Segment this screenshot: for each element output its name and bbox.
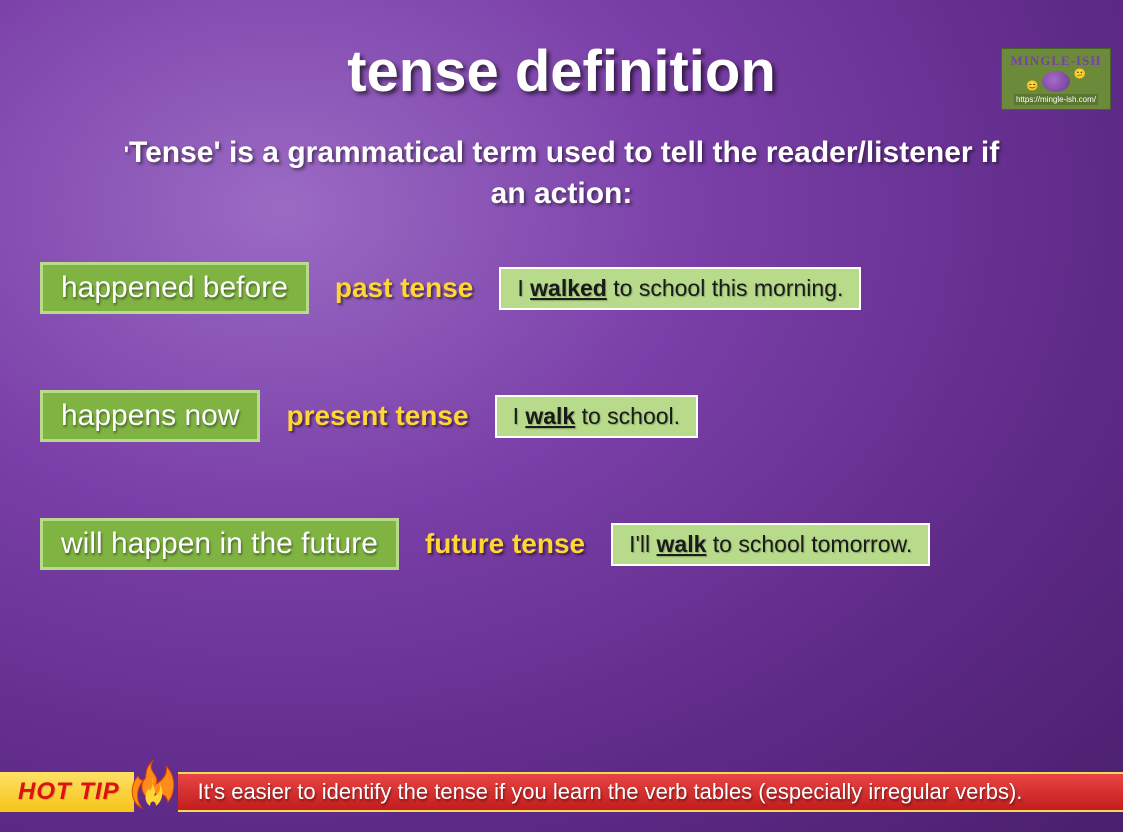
example-sentence: I walked to school this morning.	[499, 267, 861, 310]
timing-box: happened before	[40, 262, 309, 314]
example-pre: I	[513, 403, 526, 429]
subtitle: 'Tense' is a grammatical term used to te…	[112, 133, 1012, 214]
example-post: to school tomorrow.	[706, 531, 912, 557]
timing-box: will happen in the future	[40, 518, 399, 570]
example-pre: I	[517, 275, 530, 301]
logo-badge: MINGLE-ISH 😊 😕 https://mingle-ish.com/	[1001, 48, 1111, 110]
example-pre: I'll	[629, 531, 656, 557]
example-sentence: I walk to school.	[495, 395, 699, 438]
tense-label: present tense	[286, 400, 468, 432]
tense-row-past: happened before past tense I walked to s…	[40, 262, 1083, 314]
example-post: to school this morning.	[607, 275, 844, 301]
timing-box: happens now	[40, 390, 260, 442]
flame-icon	[128, 772, 178, 812]
tense-row-present: happens now present tense I walk to scho…	[40, 390, 1083, 442]
hot-tip-text: It's easier to identify the tense if you…	[178, 772, 1123, 812]
tense-label: future tense	[425, 528, 585, 560]
page-title: tense definition	[0, 38, 1123, 105]
tense-label: past tense	[335, 272, 474, 304]
example-sentence: I'll walk to school tomorrow.	[611, 523, 930, 566]
example-verb: walk	[525, 403, 575, 429]
hot-tip-label: HOT TIP	[0, 772, 134, 812]
example-verb: walked	[530, 275, 607, 301]
logo-url: https://mingle-ish.com/	[1014, 94, 1098, 105]
emoji-icon: 😕	[1074, 69, 1086, 80]
hot-tip-bar: HOT TIP It's easier to identify the tens…	[0, 772, 1123, 812]
subtitle-text: Tense' is a grammatical term used to tel…	[129, 136, 999, 210]
emoji-icon: 😊	[1026, 81, 1038, 92]
tense-rows: happened before past tense I walked to s…	[0, 262, 1123, 570]
logo-title: MINGLE-ISH	[1011, 53, 1102, 69]
tense-row-future: will happen in the future future tense I…	[40, 518, 1083, 570]
example-post: to school.	[575, 403, 680, 429]
example-verb: walk	[657, 531, 707, 557]
logo-circle-icon: 😊 😕	[1042, 71, 1070, 92]
